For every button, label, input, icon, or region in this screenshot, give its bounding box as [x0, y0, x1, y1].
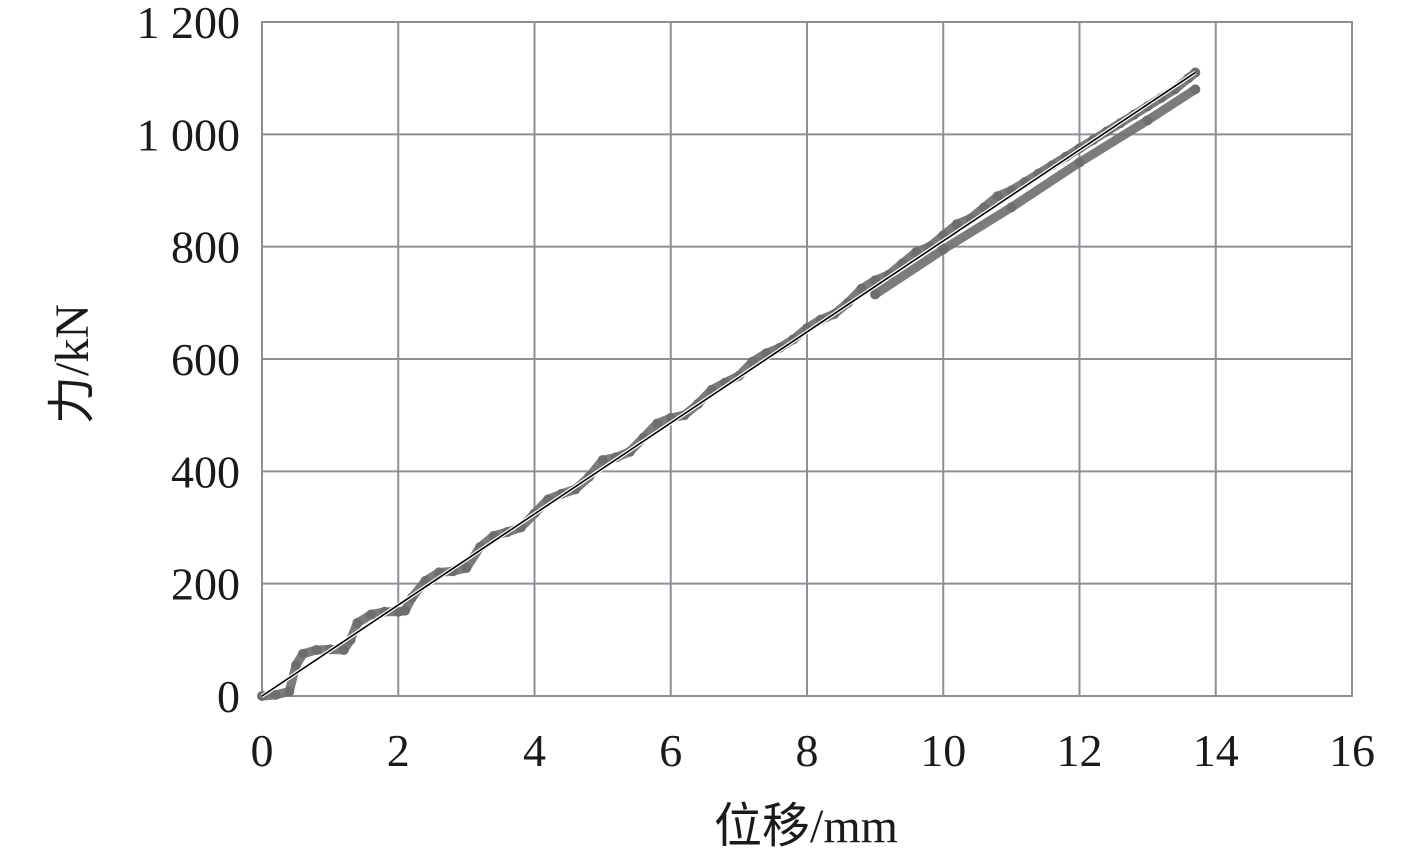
y-tick-label: 1 000 [137, 109, 241, 160]
y-tick-label: 800 [171, 222, 240, 273]
y-tick-label: 200 [171, 559, 240, 610]
measured-band-1 [870, 84, 1200, 299]
x-tick-label: 12 [1057, 725, 1103, 776]
data-point [597, 455, 608, 466]
data-point [297, 648, 308, 659]
y-tick-label: 1 200 [137, 0, 241, 48]
data-point [366, 609, 376, 620]
x-tick-label: 14 [1193, 725, 1239, 776]
data-point [951, 219, 962, 230]
data-point [284, 686, 295, 697]
data-point [461, 562, 472, 573]
x-tick-label: 0 [251, 725, 274, 776]
tick-labels: 0 2 4 6 8 10 12 14 16 0 200 400 600 800 1 000 1 200 [137, 0, 1376, 776]
data-point [1074, 157, 1085, 168]
x-tick-label: 4 [523, 725, 546, 776]
fit-line [261, 71, 1196, 697]
data-point [938, 244, 949, 255]
data-point [992, 191, 1003, 202]
y-tick-label: 600 [171, 334, 240, 385]
x-axis-title: 位移/mm [714, 800, 898, 850]
data-layer [257, 67, 1201, 701]
data-point [270, 689, 281, 700]
data-point [338, 644, 349, 655]
data-point [311, 644, 322, 655]
data-point [1006, 202, 1017, 213]
x-tick-label: 6 [659, 725, 682, 776]
data-point [856, 283, 867, 294]
data-point [400, 605, 411, 616]
x-tick-label: 10 [920, 725, 966, 776]
data-point [652, 418, 663, 429]
data-point [1190, 84, 1201, 95]
x-tick-label: 8 [796, 725, 819, 776]
grid [261, 21, 1353, 697]
y-tick-label: 0 [217, 671, 240, 722]
data-point [291, 660, 302, 671]
x-tick-label: 2 [387, 725, 410, 776]
data-point [352, 617, 363, 628]
y-axis-title: 力/kN [46, 304, 99, 424]
plot-frame [261, 21, 1353, 697]
data-point [911, 247, 921, 258]
x-tick-label: 16 [1329, 725, 1375, 776]
data-point [870, 289, 881, 300]
y-tick-label: 400 [171, 446, 240, 497]
data-point [1142, 115, 1153, 126]
